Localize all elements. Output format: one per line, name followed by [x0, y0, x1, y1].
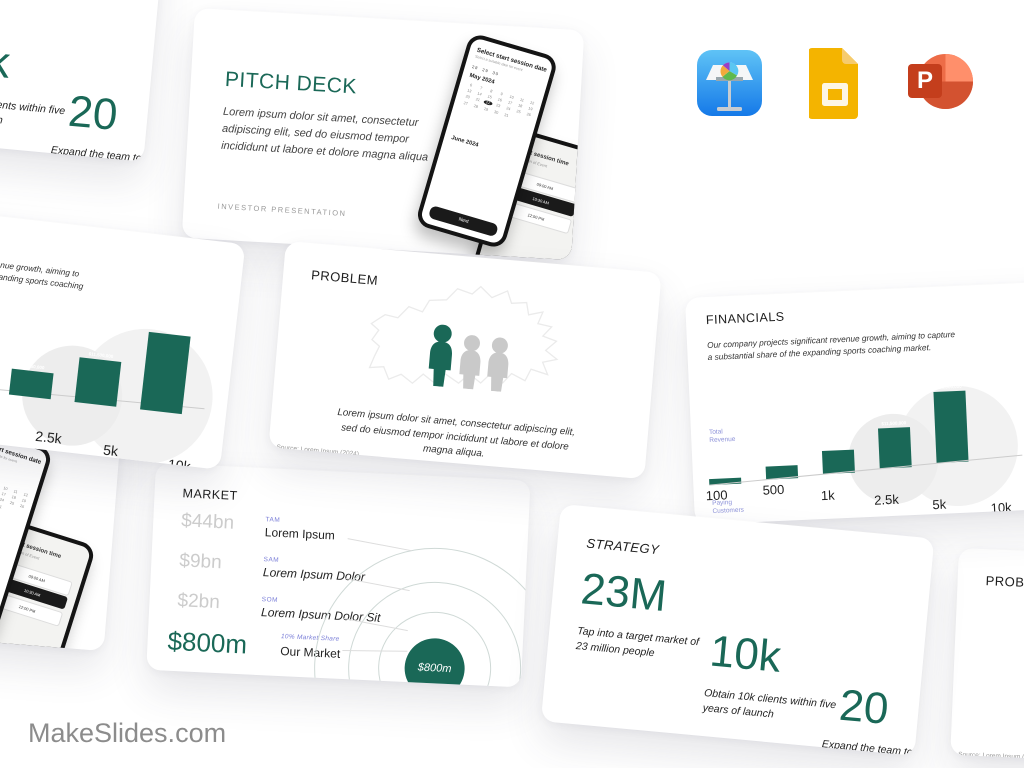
svg-text:$800m: $800m — [417, 662, 452, 676]
svg-text:P: P — [917, 67, 933, 94]
